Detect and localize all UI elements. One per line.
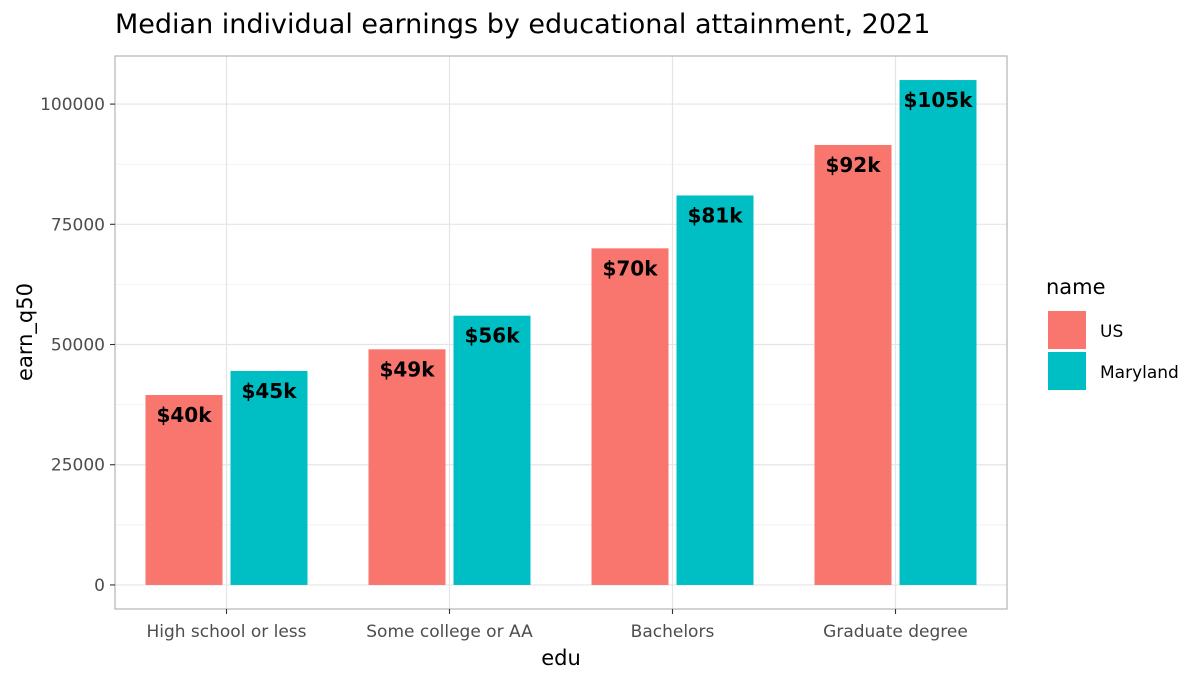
- x-axis-title: edu: [541, 646, 581, 670]
- legend-key-us: [1048, 311, 1086, 349]
- bar-value-label: $81k: [687, 203, 743, 227]
- bar-value-label: $92k: [825, 153, 881, 177]
- chart-title: Median individual earnings by educationa…: [115, 9, 930, 40]
- legend-title: name: [1046, 275, 1106, 299]
- x-tick-label: Graduate degree: [823, 622, 968, 642]
- y-tick-label: 100000: [40, 95, 105, 115]
- y-tick-label: 25000: [51, 456, 105, 476]
- bar-maryland: [230, 370, 308, 585]
- bar-us: [368, 349, 446, 585]
- y-tick-label: 75000: [51, 215, 105, 235]
- bar-maryland: [676, 195, 754, 585]
- panel-border: [114, 55, 1008, 610]
- bar-maryland: [899, 80, 977, 585]
- bar-value-label: $105k: [904, 88, 974, 112]
- y-axis-title: earn_q50: [13, 283, 38, 381]
- bar-value-label: $45k: [241, 379, 297, 403]
- x-tick-label: Bachelors: [631, 622, 715, 642]
- bar-value-label: $40k: [156, 403, 212, 427]
- bar-value-label: $49k: [379, 357, 435, 381]
- legend-key-maryland: [1048, 352, 1086, 390]
- y-tick-label: 50000: [51, 336, 105, 356]
- bar-maryland: [453, 315, 531, 585]
- plot-panel: $40k $45k $49k $56k $70k $81k $92k $105k 0 25000 5…: [40, 55, 1008, 642]
- y-tick-label: 0: [94, 576, 105, 596]
- bar-value-label: $56k: [464, 324, 520, 348]
- bar-us: [591, 248, 669, 585]
- x-tick-label: Some college or AA: [366, 622, 533, 642]
- bar-us: [145, 395, 223, 585]
- bar-us: [814, 144, 892, 585]
- legend: name US Maryland: [1046, 275, 1179, 390]
- bar-value-label: $70k: [602, 256, 658, 280]
- legend-label: US: [1100, 322, 1123, 342]
- legend-label: Maryland: [1100, 363, 1179, 383]
- x-tick-label: High school or less: [146, 622, 306, 642]
